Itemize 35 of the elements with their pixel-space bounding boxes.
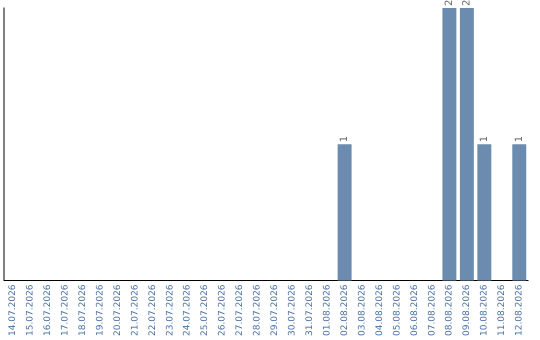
x-tick-label: 31.07.2026 bbox=[305, 284, 316, 336]
x-tick-label: 03.08.2026 bbox=[357, 284, 368, 336]
x-tick-label: 21.07.2026 bbox=[130, 284, 140, 336]
x-tick-label: 10.08.2026 bbox=[480, 284, 490, 336]
x-tick-label: 27.07.2026 bbox=[235, 284, 246, 336]
x-tick-label: 24.07.2026 bbox=[182, 284, 193, 336]
x-tick-label: 23.07.2026 bbox=[165, 284, 176, 336]
x-tick-label: 12.08.2026 bbox=[514, 284, 525, 336]
x-tick-label: 01.08.2026 bbox=[322, 284, 332, 336]
x-tick-label: 22.07.2026 bbox=[148, 284, 158, 336]
data-label: 1 bbox=[478, 136, 490, 142]
x-tick-label: 05.08.2026 bbox=[392, 284, 402, 336]
x-tick-label: 26.07.2026 bbox=[218, 284, 228, 336]
data-label: 2 bbox=[444, 0, 455, 6]
data-label: 1 bbox=[339, 136, 350, 142]
x-tick-label: 06.08.2026 bbox=[410, 284, 420, 336]
x-tick-label: 09.08.2026 bbox=[462, 284, 472, 336]
x-tick-label: 11.08.2026 bbox=[497, 284, 508, 336]
data-label: 2 bbox=[461, 0, 472, 6]
x-tick-label: 20.07.2026 bbox=[112, 284, 123, 336]
x-tick-label: 07.08.2026 bbox=[427, 284, 438, 336]
x-tick-label: 18.07.2026 bbox=[78, 284, 88, 336]
x-tick-label: 28.07.2026 bbox=[252, 284, 263, 336]
x-tick-label: 19.07.2026 bbox=[95, 284, 106, 336]
x-tick-label: 15.07.2026 bbox=[26, 284, 36, 336]
x-tick-label: 17.07.2026 bbox=[60, 284, 70, 336]
x-tick-label: 25.07.2026 bbox=[200, 284, 210, 336]
data-label: 1 bbox=[514, 136, 525, 142]
x-tick-label: 16.07.2026 bbox=[43, 284, 54, 336]
x-tick-label: 30.07.2026 bbox=[288, 284, 298, 336]
x-tick-label: 02.08.2026 bbox=[340, 284, 350, 336]
x-tick-label: 04.08.2026 bbox=[374, 284, 385, 336]
x-tick-label: 29.07.2026 bbox=[270, 284, 280, 336]
x-tick-label: 08.08.2026 bbox=[444, 284, 455, 336]
x-tick-label: 14.07.2026 bbox=[8, 284, 18, 336]
